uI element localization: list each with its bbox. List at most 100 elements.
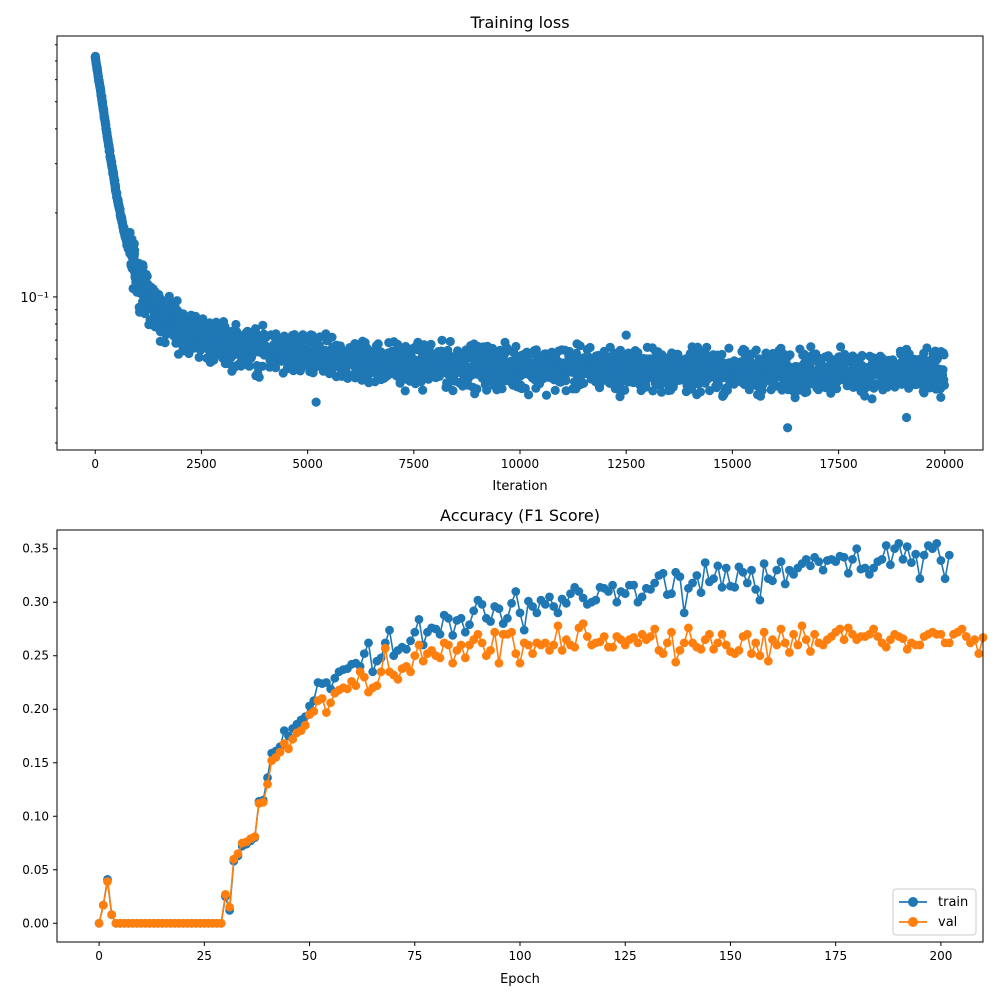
accuracy-val-point	[747, 649, 756, 658]
loss-point	[648, 386, 658, 396]
accuracy-val-point	[806, 647, 815, 656]
accuracy-x-axis: 0 25 50 75 100 125 150 175 200	[95, 942, 952, 963]
accuracy-val-point	[107, 910, 117, 920]
loss-point	[482, 385, 492, 395]
accuracy-train-point	[721, 563, 731, 573]
loss-x-tick-label: 2500	[186, 457, 217, 471]
accuracy-val-point	[300, 720, 310, 730]
accuracy-val-point	[835, 624, 845, 634]
loss-point	[922, 343, 932, 353]
loss-point	[724, 343, 734, 353]
accuracy-val-point	[797, 621, 807, 631]
accuracy-train-point	[801, 555, 811, 564]
loss-chart-title: Training loss	[469, 13, 569, 32]
loss-point	[717, 349, 727, 360]
loss-point	[254, 372, 264, 382]
accuracy-val-point	[915, 640, 925, 650]
accuracy-val-point	[646, 632, 655, 641]
accuracy-val-point	[372, 681, 382, 691]
accuracy-train-point	[772, 565, 782, 575]
accuracy-train-point	[612, 597, 622, 607]
accuracy-val-point	[225, 902, 235, 912]
accuracy-y-tick-label: 0.30	[22, 595, 49, 609]
accuracy-train-point	[591, 595, 601, 605]
accuracy-val-point	[721, 640, 731, 650]
accuracy-train-point	[936, 556, 946, 565]
loss-point	[702, 342, 712, 352]
accuracy-val-point	[326, 698, 335, 708]
accuracy-train-point	[465, 620, 474, 630]
accuracy-x-tick-label: 175	[824, 949, 847, 963]
accuracy-train-point	[860, 563, 870, 573]
accuracy-train-point	[448, 631, 458, 640]
loss-point	[448, 386, 458, 396]
loss-point	[373, 339, 383, 349]
accuracy-val-point	[608, 642, 617, 652]
accuracy-train-point	[528, 602, 537, 611]
accuracy-val-point	[359, 672, 369, 682]
accuracy-train-point	[574, 587, 584, 596]
loss-point	[164, 291, 174, 301]
loss-point	[130, 245, 140, 255]
accuracy-val-point	[258, 797, 268, 807]
accuracy-val-point	[94, 918, 104, 928]
loss-outlier-point	[621, 330, 631, 340]
loss-point	[575, 341, 585, 351]
loss-chart: Training loss 0 2500 5000 7500 10000 12500 150…	[20, 13, 984, 494]
accuracy-val-point	[414, 640, 424, 650]
accuracy-val-point	[679, 638, 689, 648]
loss-point	[939, 380, 950, 390]
accuracy-train-point	[915, 574, 925, 584]
accuracy-val-point	[873, 632, 883, 641]
accuracy-train-point	[679, 608, 689, 618]
accuracy-val-point	[709, 644, 718, 654]
loss-point	[307, 330, 317, 340]
accuracy-x-tick-label: 75	[407, 949, 422, 963]
accuracy-y-tick-label: 0.00	[22, 916, 49, 930]
accuracy-train-point	[709, 574, 718, 584]
accuracy-val-point	[944, 638, 954, 648]
accuracy-x-tick-label: 50	[302, 949, 317, 963]
accuracy-val-point	[662, 638, 672, 648]
loss-point	[722, 385, 733, 395]
accuracy-train-point	[894, 539, 904, 548]
accuracy-train-point	[755, 595, 765, 605]
accuracy-train-point	[359, 649, 369, 658]
loss-outlier-point	[901, 412, 912, 423]
accuracy-train-point	[494, 604, 504, 614]
loss-outlier-point	[783, 423, 793, 433]
loss-series	[90, 51, 950, 433]
loss-x-label: Iteration	[492, 479, 547, 494]
legend-train-label: train	[938, 895, 968, 910]
accuracy-val-point	[751, 638, 761, 648]
accuracy-val-point	[869, 624, 878, 634]
accuracy-val-point	[511, 649, 521, 658]
accuracy-val-point	[456, 640, 466, 650]
accuracy-val-point	[763, 656, 773, 666]
loss-point	[418, 385, 428, 395]
accuracy-train-point	[869, 563, 878, 573]
accuracy-x-tick-label: 100	[509, 949, 532, 963]
accuracy-val-point	[582, 632, 592, 641]
accuracy-train-point	[768, 576, 777, 586]
accuracy-x-tick-label: 0	[95, 949, 103, 963]
accuracy-train-point	[658, 568, 668, 578]
accuracy-val-point	[658, 649, 668, 658]
accuracy-train-point	[696, 588, 706, 597]
accuracy-val-point	[351, 681, 361, 691]
accuracy-val-point	[460, 653, 470, 663]
accuracy-train-point	[330, 673, 340, 683]
accuracy-val-point	[970, 635, 979, 645]
accuracy-val-point	[734, 646, 744, 655]
accuracy-train-point	[406, 636, 415, 646]
accuracy-train-point	[692, 571, 702, 580]
accuracy-val-point	[578, 619, 588, 628]
loss-point	[497, 384, 507, 394]
accuracy-val-point	[288, 734, 298, 744]
accuracy-train-point	[629, 580, 638, 590]
accuracy-val-point	[684, 623, 693, 633]
accuracy-train-point	[620, 589, 630, 599]
accuracy-train-point	[368, 667, 378, 677]
accuracy-train-point	[738, 567, 748, 577]
accuracy-train-point	[460, 627, 470, 637]
